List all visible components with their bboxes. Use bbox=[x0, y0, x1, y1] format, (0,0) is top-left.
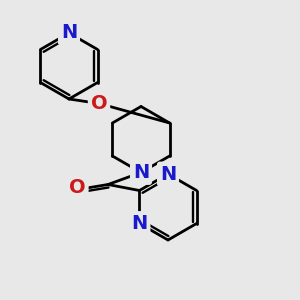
Text: N: N bbox=[61, 23, 77, 43]
Text: N: N bbox=[133, 163, 149, 182]
Text: O: O bbox=[91, 94, 107, 113]
Text: N: N bbox=[160, 164, 176, 184]
Text: N: N bbox=[131, 214, 148, 233]
Text: O: O bbox=[69, 178, 86, 197]
